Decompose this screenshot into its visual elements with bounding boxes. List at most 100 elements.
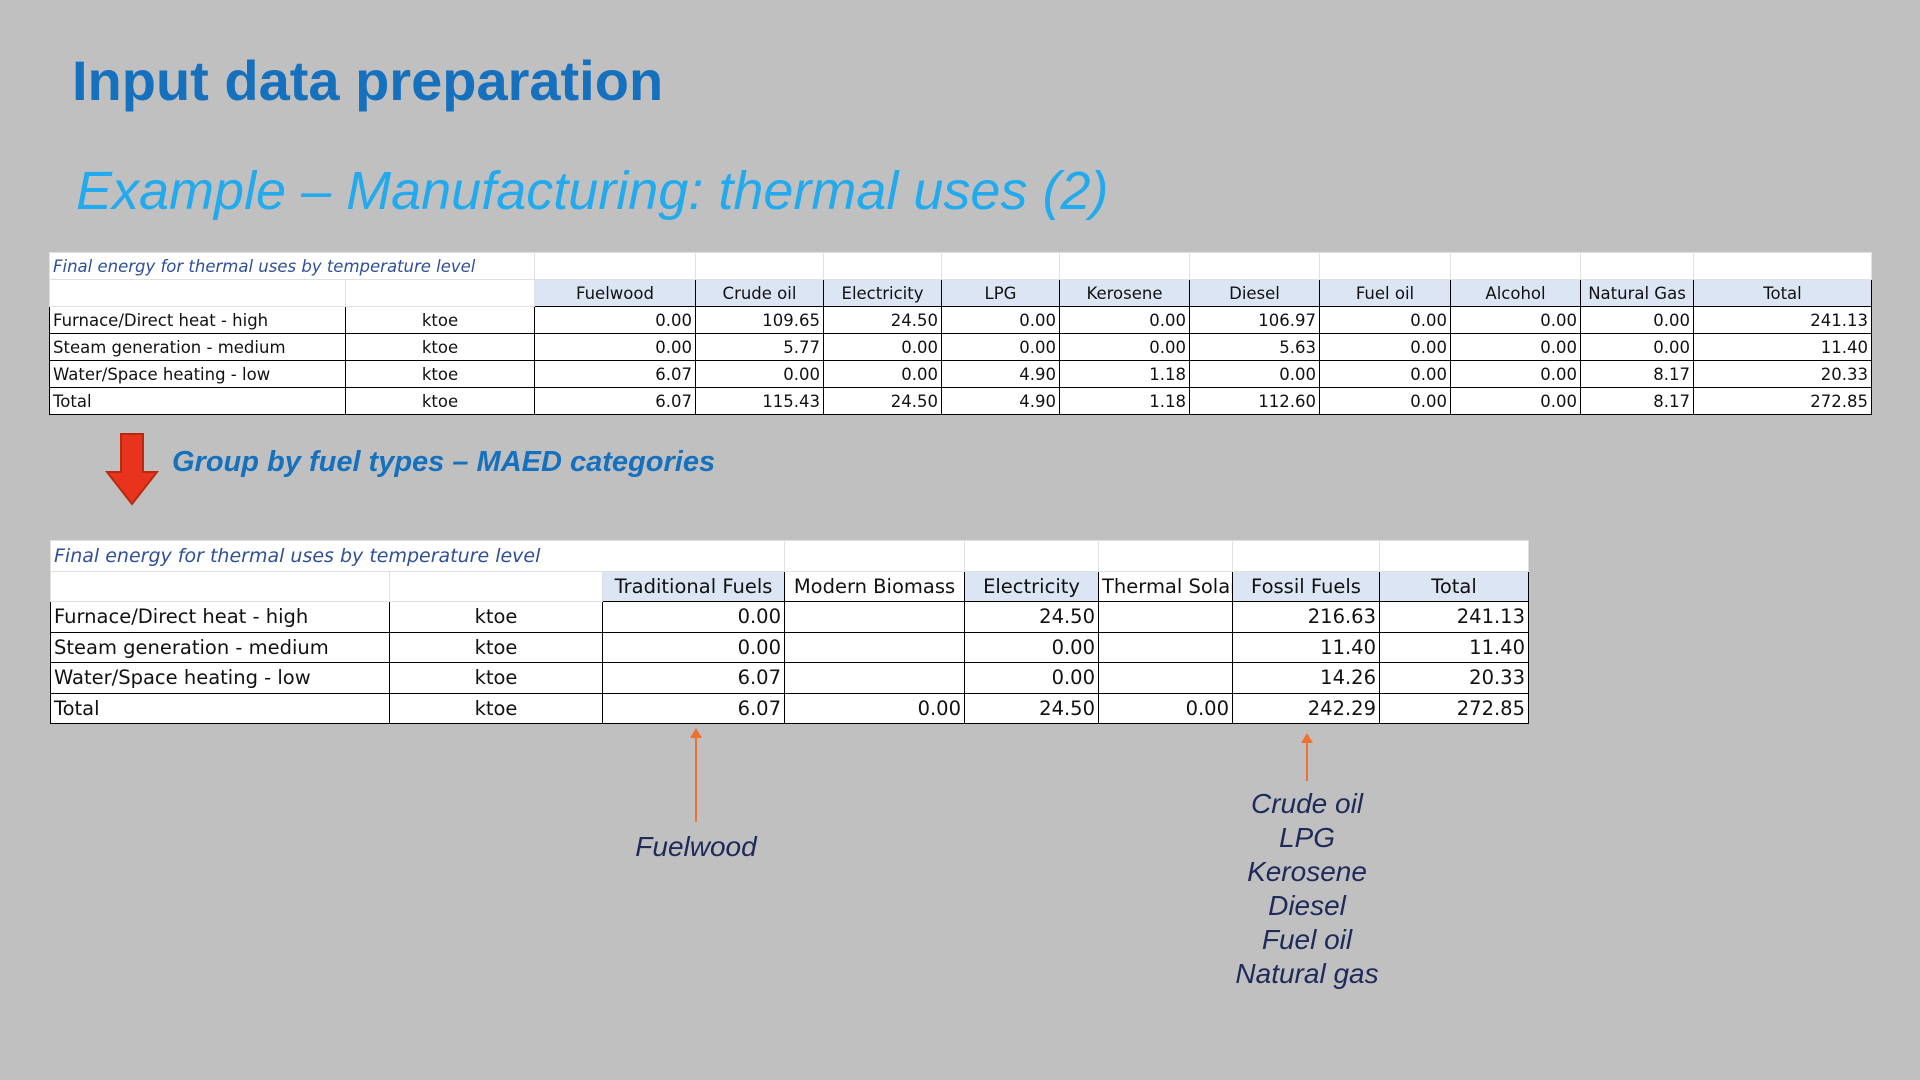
cell: 5.63 <box>1189 333 1320 361</box>
cell: 8.17 <box>1580 387 1694 415</box>
cell: 106.97 <box>1189 306 1320 334</box>
column-header: Electricity <box>823 279 942 307</box>
slide-subtitle: Example – Manufacturing: thermal uses (2… <box>76 161 1109 221</box>
cell: 20.33 <box>1379 662 1529 694</box>
annotation-line: Kerosene <box>1247 856 1367 887</box>
cell: 0.00 <box>1319 306 1451 334</box>
row-unit: ktoe <box>345 306 535 334</box>
cell: 0.00 <box>1189 360 1320 388</box>
down-arrow-icon <box>104 433 160 506</box>
row-unit: ktoe <box>345 387 535 415</box>
row-unit: ktoe <box>389 631 603 663</box>
column-header: Natural Gas <box>1580 279 1694 307</box>
column-header: Alcohol <box>1450 279 1581 307</box>
column-header: Total <box>1693 279 1872 307</box>
row-label: Steam generation - medium <box>49 333 346 361</box>
column-header: Kerosene <box>1059 279 1190 307</box>
annotation-line: Crude oil <box>1250 788 1364 819</box>
row-unit: ktoe <box>389 662 603 694</box>
cell <box>1098 631 1233 663</box>
cell: 11.40 <box>1232 631 1380 663</box>
up-arrow-icon <box>690 728 702 822</box>
cell: 0.00 <box>534 306 696 334</box>
annotation-line: Fuelwood <box>635 831 757 862</box>
table-row-total: Total ktoe 6.07 0.00 24.50 0.00 242.29 2… <box>50 692 1529 724</box>
row-label: Water/Space heating - low <box>50 662 390 694</box>
row-label: Total <box>49 387 346 415</box>
cell: 11.40 <box>1693 333 1872 361</box>
cell: 109.65 <box>695 306 824 334</box>
row-label: Furnace/Direct heat - high <box>50 601 390 633</box>
cell: 0.00 <box>964 631 1099 663</box>
cell: 24.50 <box>823 306 942 334</box>
cell: 0.00 <box>695 360 824 388</box>
cell: 4.90 <box>941 360 1060 388</box>
cell: 1.18 <box>1059 387 1190 415</box>
table-caption: Final energy for thermal uses by tempera… <box>49 252 535 280</box>
row-label: Steam generation - medium <box>50 631 390 663</box>
cell: 6.07 <box>602 692 785 724</box>
row-label: Total <box>50 692 390 724</box>
cell: 272.85 <box>1693 387 1872 415</box>
table-row: Steam generation - medium ktoe 0.00 0.00… <box>50 631 1529 663</box>
cell: 241.13 <box>1379 601 1529 633</box>
column-header: Fossil Fuels <box>1232 570 1380 602</box>
cell: 241.13 <box>1693 306 1872 334</box>
cell: 0.00 <box>534 333 696 361</box>
cell: 272.85 <box>1379 692 1529 724</box>
cell: 0.00 <box>1450 387 1581 415</box>
table-row-total: Total ktoe 6.07 115.43 24.50 4.90 1.18 1… <box>49 387 1872 415</box>
cell: 14.26 <box>1232 662 1380 694</box>
table-caption: Final energy for thermal uses by tempera… <box>50 540 785 572</box>
row-unit: ktoe <box>345 333 535 361</box>
row-label: Water/Space heating - low <box>49 360 346 388</box>
annotation-line: Diesel <box>1268 890 1346 921</box>
traditional-fuels-annotation: Fuelwood <box>600 830 792 864</box>
column-header: Diesel <box>1189 279 1320 307</box>
cell: 0.00 <box>964 662 1099 694</box>
column-header: Electricity <box>964 570 1099 602</box>
table-row: Furnace/Direct heat - high ktoe 0.00 24.… <box>50 601 1529 633</box>
row-unit: ktoe <box>389 601 603 633</box>
cell: 0.00 <box>1450 306 1581 334</box>
cell: 0.00 <box>823 333 942 361</box>
row-unit: ktoe <box>389 692 603 724</box>
annotation-line: Natural gas <box>1235 958 1379 989</box>
cell: 0.00 <box>1580 333 1694 361</box>
cell: 0.00 <box>1450 360 1581 388</box>
cell: 216.63 <box>1232 601 1380 633</box>
cell: 0.00 <box>784 692 965 724</box>
cell: 5.77 <box>695 333 824 361</box>
cell: 8.17 <box>1580 360 1694 388</box>
cell: 0.00 <box>1450 333 1581 361</box>
cell <box>784 601 965 633</box>
cell <box>1098 662 1233 694</box>
row-unit: ktoe <box>345 360 535 388</box>
annotation-line: Fuel oil <box>1261 924 1353 955</box>
cell: 112.60 <box>1189 387 1320 415</box>
cell: 0.00 <box>602 631 785 663</box>
cell: 0.00 <box>1319 360 1451 388</box>
cell: 0.00 <box>1319 333 1451 361</box>
table-row: Steam generation - medium ktoe 0.00 5.77… <box>49 333 1872 361</box>
cell: 0.00 <box>1059 306 1190 334</box>
table-row: Water/Space heating - low ktoe 6.07 0.00… <box>49 360 1872 388</box>
up-arrow-icon <box>1301 733 1313 781</box>
column-header: Total <box>1379 570 1529 602</box>
row-label: Furnace/Direct heat - high <box>49 306 346 334</box>
cell <box>784 662 965 694</box>
column-header: Fuelwood <box>534 279 696 307</box>
maed-category-table: Final energy for thermal uses by tempera… <box>50 540 1529 724</box>
cell: 11.40 <box>1379 631 1529 663</box>
cell: 0.00 <box>941 306 1060 334</box>
cell <box>784 631 965 663</box>
column-header: Fuel oil <box>1319 279 1451 307</box>
group-label: Group by fuel types – MAED categories <box>172 446 716 478</box>
cell: 6.07 <box>602 662 785 694</box>
cell: 0.00 <box>1319 387 1451 415</box>
cell: 4.90 <box>941 387 1060 415</box>
cell: 0.00 <box>1098 692 1233 724</box>
fossil-fuels-annotation: Crude oil LPG Kerosene Diesel Fuel oil N… <box>1210 787 1404 991</box>
cell: 0.00 <box>1580 306 1694 334</box>
table-row: Furnace/Direct heat - high ktoe 0.00 109… <box>49 306 1872 334</box>
